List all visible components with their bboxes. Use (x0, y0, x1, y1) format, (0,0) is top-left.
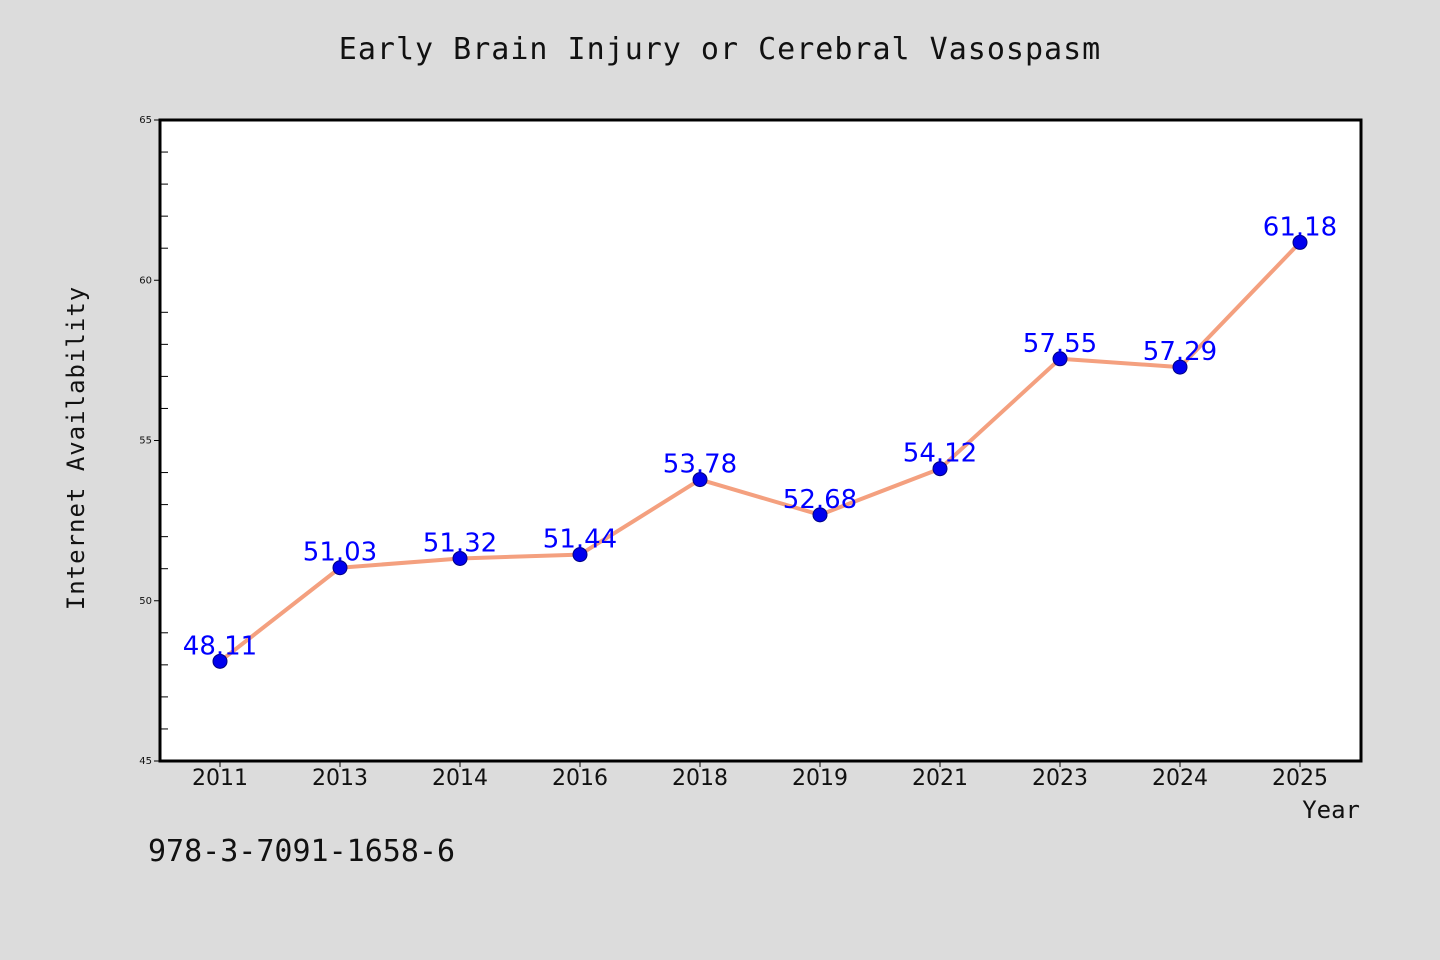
data-label: 54.12 (903, 439, 977, 469)
x-tick-label: 2013 (312, 766, 368, 791)
data-point-marker (1052, 351, 1068, 367)
data-label: 51.44 (543, 525, 617, 555)
data-point-marker (812, 507, 828, 523)
x-tick-label: 2019 (792, 766, 848, 791)
x-tick-label: 2023 (1032, 766, 1088, 791)
y-tick-label: 45 (139, 756, 152, 767)
y-tick-label: 55 (139, 436, 152, 447)
data-label: 53.78 (663, 450, 737, 480)
data-label: 51.32 (423, 528, 497, 558)
data-label: 51.03 (303, 538, 377, 568)
data-point-marker (332, 560, 348, 576)
y-tick-label: 50 (139, 596, 152, 607)
x-axis-label: Year (1302, 796, 1360, 824)
y-tick-label: 65 (139, 115, 152, 126)
data-point-marker (692, 472, 708, 488)
y-axis-label: Internet Availability (62, 285, 90, 611)
x-tick-label: 2025 (1272, 766, 1328, 791)
chart-title: Early Brain Injury or Cerebral Vasospasm (338, 32, 1102, 67)
data-label: 52.68 (783, 485, 857, 515)
data-point-marker (932, 461, 948, 477)
data-label: 61.18 (1263, 212, 1337, 242)
x-tick-label: 2016 (552, 766, 608, 791)
data-label: 48.11 (183, 631, 257, 661)
data-point-marker (572, 547, 588, 563)
plot-frame (158, 118, 1363, 763)
data-label: 57.55 (1023, 329, 1097, 359)
footnote-isbn: 978-3-7091-1658-6 (148, 834, 456, 869)
data-point-marker (1292, 234, 1308, 250)
x-tick-label: 2011 (192, 766, 248, 791)
x-tick-label: 2024 (1152, 766, 1208, 791)
data-point-marker (212, 653, 228, 669)
y-tick-label: 60 (139, 275, 152, 286)
series-line (218, 240, 1302, 664)
x-tick-label: 2018 (672, 766, 728, 791)
x-tick-label: 2014 (432, 766, 488, 791)
x-tick-label: 2021 (912, 766, 968, 791)
data-point-marker (1172, 359, 1188, 375)
data-label: 57.29 (1143, 337, 1217, 367)
data-point-marker (452, 550, 468, 566)
